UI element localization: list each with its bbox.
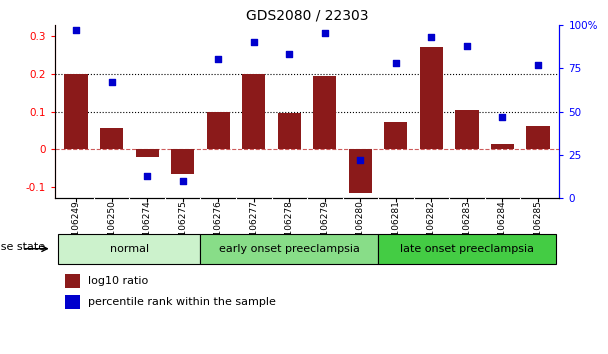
- Bar: [384, 122, 407, 149]
- Text: GSM106282: GSM106282: [427, 200, 436, 255]
- Bar: [278, 113, 301, 149]
- Bar: [491, 144, 514, 149]
- Text: log10 ratio: log10 ratio: [88, 276, 148, 286]
- Text: GSM106276: GSM106276: [213, 200, 223, 255]
- Point: [142, 173, 152, 178]
- Point: [462, 43, 472, 48]
- Point: [356, 157, 365, 163]
- Bar: [242, 74, 265, 149]
- Bar: [65, 295, 80, 309]
- Point: [249, 39, 258, 45]
- Text: GSM106249: GSM106249: [72, 200, 80, 255]
- Text: GSM106250: GSM106250: [107, 200, 116, 255]
- Bar: [65, 274, 80, 288]
- Text: GSM106277: GSM106277: [249, 200, 258, 255]
- Point: [285, 51, 294, 57]
- Text: GSM106284: GSM106284: [498, 200, 507, 255]
- Bar: [455, 110, 478, 149]
- Point: [533, 62, 543, 68]
- Text: GSM106275: GSM106275: [178, 200, 187, 255]
- Text: GSM106285: GSM106285: [534, 200, 542, 255]
- Text: late onset preeclampsia: late onset preeclampsia: [400, 244, 534, 254]
- Bar: [313, 76, 336, 149]
- Bar: [58, 234, 201, 264]
- Bar: [64, 74, 88, 149]
- Text: GSM106283: GSM106283: [463, 200, 471, 255]
- Bar: [136, 149, 159, 157]
- Point: [427, 34, 437, 40]
- Point: [178, 178, 187, 184]
- Title: GDS2080 / 22303: GDS2080 / 22303: [246, 8, 368, 22]
- Bar: [420, 47, 443, 149]
- Point: [391, 60, 401, 66]
- Text: GSM106280: GSM106280: [356, 200, 365, 255]
- Bar: [100, 129, 123, 149]
- Text: disease state: disease state: [0, 242, 46, 252]
- Bar: [527, 126, 550, 149]
- Text: GSM106279: GSM106279: [320, 200, 330, 255]
- Bar: [349, 149, 372, 193]
- Text: GSM106274: GSM106274: [143, 200, 151, 255]
- Bar: [201, 234, 378, 264]
- Point: [71, 27, 81, 33]
- Point: [107, 79, 117, 85]
- Text: early onset preeclampsia: early onset preeclampsia: [219, 244, 360, 254]
- Point: [213, 57, 223, 62]
- Text: GSM106281: GSM106281: [392, 200, 401, 255]
- Point: [497, 114, 507, 120]
- Bar: [171, 149, 194, 174]
- Bar: [378, 234, 556, 264]
- Point: [320, 30, 330, 36]
- Bar: [207, 112, 230, 149]
- Text: percentile rank within the sample: percentile rank within the sample: [88, 297, 275, 307]
- Text: normal: normal: [110, 244, 149, 254]
- Text: GSM106278: GSM106278: [285, 200, 294, 255]
